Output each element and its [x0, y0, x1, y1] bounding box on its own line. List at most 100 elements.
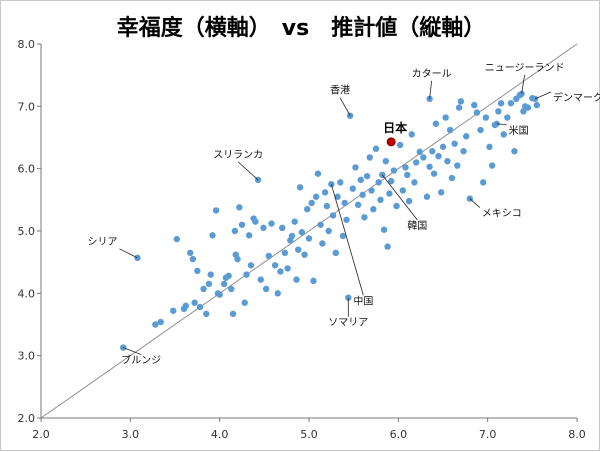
data-point: [375, 179, 382, 186]
x-tick-label: 7.0: [479, 428, 497, 441]
data-point: [439, 143, 447, 151]
data-point: [361, 214, 368, 221]
data-point: [284, 265, 291, 272]
data-point: [298, 229, 306, 236]
data-point: [380, 226, 388, 233]
annotation-leader: [381, 174, 418, 221]
data-point: [268, 220, 275, 227]
data-point: [228, 285, 235, 293]
data-point: [191, 299, 198, 306]
data-point: [386, 190, 393, 197]
data-point: [455, 104, 463, 111]
reference-line-group: [40, 43, 578, 419]
data-point: [438, 189, 445, 196]
data-point: [323, 202, 331, 210]
data-point: [363, 172, 371, 180]
y-tick-label: 5.0: [18, 225, 36, 238]
data-point: [454, 162, 461, 169]
data-point: [212, 207, 220, 214]
data-point: [189, 255, 197, 263]
data-point: [173, 235, 180, 243]
data-point: [209, 232, 216, 239]
data-point: [295, 246, 302, 253]
data-point: [312, 193, 320, 200]
data-point: [413, 159, 420, 166]
data-point: [216, 291, 223, 298]
data-point: [310, 277, 317, 285]
data-point: [308, 199, 315, 207]
data-point: [387, 177, 395, 185]
data-point: [317, 221, 324, 228]
data-point: [200, 285, 207, 293]
data-point: [339, 232, 347, 240]
annotation-label: スリランカ: [213, 149, 263, 161]
data-point: [520, 108, 527, 115]
data-point: [504, 114, 511, 121]
data-point: [511, 148, 518, 155]
annotation-label: ニュージーランド: [485, 62, 565, 74]
data-point: [368, 187, 375, 194]
annotation-leader: [123, 347, 142, 355]
data-point: [393, 202, 400, 210]
data-point: [500, 131, 507, 138]
annotation-leader: [429, 80, 432, 99]
data-point: [231, 227, 239, 235]
data-point: [304, 205, 311, 213]
data-point: [225, 272, 232, 280]
data-point: [486, 143, 493, 151]
data-point: [291, 218, 298, 225]
data-point: [247, 262, 255, 269]
data-point: [495, 108, 502, 115]
annotation-leader: [237, 161, 259, 181]
annotation-leader: [119, 248, 138, 259]
annotation-label: ソマリア: [328, 318, 368, 329]
data-point: [471, 101, 478, 109]
data-point: [405, 197, 413, 205]
data-point: [196, 303, 204, 311]
data-point: [497, 100, 505, 107]
highlight-point: [386, 137, 396, 147]
data-point: [203, 310, 210, 318]
data-point: [220, 280, 228, 288]
annotation-leader: [330, 184, 364, 296]
data-point: [357, 176, 365, 184]
data-point: [321, 189, 329, 196]
x-tick-label: 6.0: [390, 428, 408, 441]
x-tick-label: 4.0: [211, 428, 229, 441]
data-point: [435, 153, 442, 160]
data-point: [271, 262, 279, 269]
data-point: [281, 249, 289, 257]
annotation-label: 香港: [330, 85, 350, 97]
data-point: [533, 101, 540, 109]
data-point: [279, 224, 286, 232]
data-point: [252, 218, 259, 225]
x-tick-label: 8.0: [568, 428, 586, 441]
data-point: [343, 216, 350, 223]
data-point: [370, 205, 377, 213]
data-point: [402, 164, 409, 171]
y-tick-label: 7.0: [18, 100, 36, 113]
data-point: [448, 174, 456, 182]
data-point: [460, 148, 467, 155]
data-point: [432, 120, 440, 127]
chart-title: 幸福度（横軸） vs 推計値（縦軸）: [117, 15, 485, 41]
data-point: [463, 133, 470, 140]
data-point: [359, 191, 366, 199]
data-point: [482, 114, 490, 121]
x-tick-label: 3.0: [122, 428, 140, 441]
data-point: [257, 276, 264, 283]
y-tick-label: 2.0: [18, 412, 36, 425]
data-point: [377, 196, 384, 204]
data-point: [430, 170, 438, 177]
annotation-label: 中国: [353, 294, 373, 307]
data-point: [457, 98, 465, 105]
data-point: [245, 232, 253, 239]
data-point: [325, 227, 332, 235]
annotation-leader: [469, 198, 481, 208]
y-tick-label: 3.0: [18, 350, 36, 363]
data-point: [423, 193, 431, 200]
data-point: [207, 271, 214, 278]
data-point: [352, 164, 359, 171]
